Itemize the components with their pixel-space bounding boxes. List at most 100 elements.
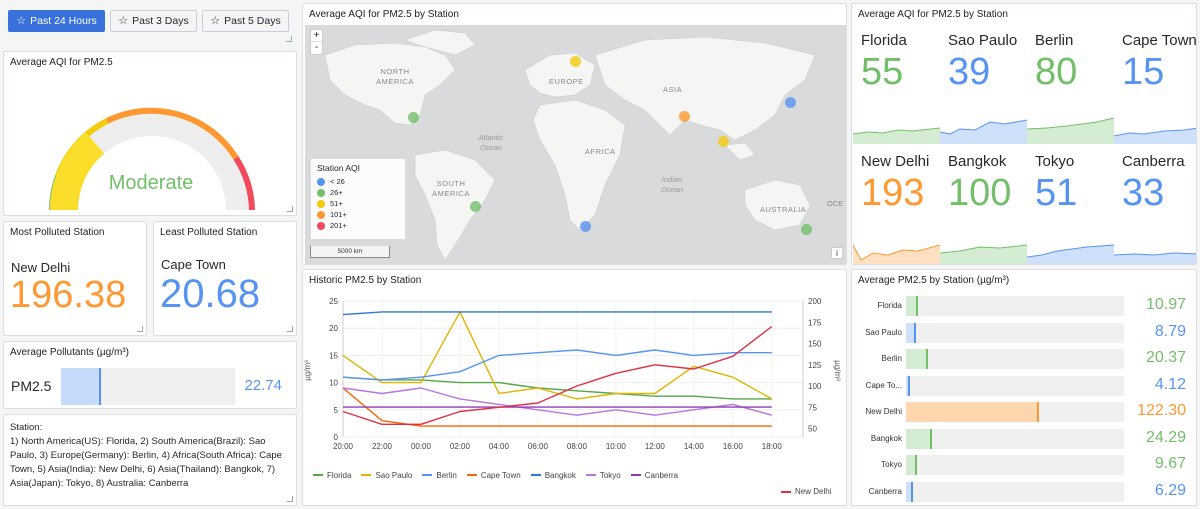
- stat-value: 100: [948, 172, 1012, 214]
- series-line-tokyo[interactable]: [342, 387, 772, 416]
- legend-swatch: [630, 474, 641, 476]
- resize-handle[interactable]: [287, 206, 293, 212]
- legend-dot: [317, 177, 325, 186]
- legend-label: Tokyo: [599, 470, 621, 480]
- station-stat-canberra[interactable]: Canberra 33: [1114, 147, 1196, 264]
- stat-sparkline: [1114, 127, 1196, 144]
- station-marker-tokyo[interactable]: [785, 97, 796, 108]
- station-stat-florida[interactable]: Florida 55: [853, 26, 940, 144]
- legend-item[interactable]: Cape Town: [466, 470, 521, 480]
- zoom-in-button[interactable]: +: [311, 30, 322, 42]
- x-tick: 02:00: [450, 442, 471, 451]
- zoom-out-button[interactable]: -: [314, 42, 319, 53]
- x-tick: 22:00: [372, 442, 393, 451]
- y-tick-left: 25: [329, 297, 338, 306]
- y-tick-right: 150: [808, 340, 822, 349]
- bar-value: 24.29: [1145, 428, 1186, 446]
- bar-track: [906, 349, 1124, 369]
- legend-item[interactable]: Florida: [313, 471, 351, 480]
- station-stat-new-delhi[interactable]: New Delhi 193: [853, 147, 940, 264]
- stat-sparkline: [1027, 244, 1114, 264]
- legend-label: 51+: [330, 199, 343, 208]
- series-line-bangkok[interactable]: [342, 311, 772, 316]
- resize-handle[interactable]: [286, 36, 292, 42]
- stat-value: 55: [861, 51, 904, 93]
- legend-swatch: [361, 474, 372, 476]
- y-axis-left-label: µg/m³: [302, 360, 312, 381]
- legend-item[interactable]: Tokyo: [585, 470, 621, 480]
- bar-row-florida[interactable]: Florida 10.97: [852, 294, 1198, 318]
- bar-value: 20.37: [1145, 349, 1186, 366]
- bar-row-sao-paulo[interactable]: Sao Paulo 8.79: [852, 321, 1198, 345]
- series-line-florida[interactable]: [342, 376, 772, 400]
- bar-row-canberra[interactable]: Canberra 6.29: [852, 480, 1198, 504]
- bar-track: [906, 322, 1124, 343]
- legend-label: 201+: [330, 221, 347, 230]
- aqi-gauge: [49, 107, 255, 211]
- legend-item[interactable]: Berlin: [422, 471, 457, 480]
- legend-label: 26+: [330, 188, 343, 197]
- past-3-days-button[interactable]: ☆ Past 3 Days: [110, 10, 197, 32]
- panel-title: Average AQI for PM2.5: [10, 57, 113, 68]
- station-stat-berlin[interactable]: Berlin 80: [1027, 26, 1114, 144]
- bar-value: 10.97: [1145, 296, 1186, 313]
- station-marker-bangkok[interactable]: [718, 136, 729, 147]
- resize-handle[interactable]: [287, 326, 293, 332]
- gauge-panel: Average AQI for PM2.5 Moderate: [3, 51, 297, 216]
- map-label-atlantic: Atlantic Ocean: [478, 133, 504, 152]
- station-marker-new-delhi[interactable]: [679, 111, 690, 122]
- station-stat-bangkok[interactable]: Bangkok 100: [940, 147, 1027, 264]
- bar-track: [906, 402, 1124, 422]
- legend-swatch: [585, 474, 596, 476]
- resize-handle[interactable]: [137, 326, 143, 332]
- bar-value: 4.12: [1154, 375, 1186, 393]
- legend-item[interactable]: Sao Paulo: [361, 471, 412, 480]
- legend-label: < 26: [330, 177, 345, 186]
- bar-row-new-delhi[interactable]: New Delhi 122.30: [852, 400, 1198, 424]
- legend-item[interactable]: Canberra: [630, 471, 678, 480]
- bar-label: Berlin: [881, 354, 902, 363]
- station-marker-cape-town[interactable]: [580, 221, 591, 232]
- bar-track: [906, 455, 1124, 475]
- bar-row-bangkok[interactable]: Bangkok 24.29: [852, 427, 1198, 451]
- x-tick: 04:00: [489, 442, 510, 451]
- series-line-sao-paulo[interactable]: [342, 311, 773, 400]
- station-value: 20.68: [160, 272, 261, 316]
- x-tick: 14:00: [684, 442, 705, 451]
- pollutant-bar-track: [61, 368, 235, 405]
- station-stat-cape-town[interactable]: Cape Town 15: [1114, 26, 1196, 144]
- y-tick-right: 50: [808, 425, 817, 434]
- station-stat-tokyo[interactable]: Tokyo 51: [1027, 147, 1114, 264]
- legend-label: Cape Town: [480, 470, 521, 480]
- resize-handle[interactable]: [287, 496, 293, 502]
- map-info-button[interactable]: i: [831, 247, 843, 259]
- past-5-days-button[interactable]: ☆ Past 5 Days: [202, 10, 289, 32]
- series-line-cape-town[interactable]: [342, 387, 772, 427]
- station-marker-florida[interactable]: [408, 112, 419, 123]
- station-marker-canberra[interactable]: [801, 224, 812, 235]
- y-tick-left: 5: [334, 406, 339, 415]
- station-marker-berlin[interactable]: [570, 56, 581, 67]
- legend-item: 26+: [317, 187, 399, 198]
- legend-swatch: [422, 474, 433, 476]
- stat-sparkline: [1027, 117, 1114, 144]
- zoom-control: + -: [310, 29, 323, 55]
- bar-row-berlin[interactable]: Berlin 20.37: [852, 347, 1198, 371]
- map-label-north-america: NORTH AMERICA: [376, 67, 414, 86]
- bar-row-tokyo[interactable]: Tokyo 9.67: [852, 453, 1198, 477]
- map-label-oce: OCE: [827, 199, 844, 208]
- world-map[interactable]: NORTH AMERICA EUROPE ASIA Atlantic Ocean…: [305, 25, 846, 264]
- y-axis-right-label: µg/m³: [832, 360, 842, 381]
- bar-row-cape-to-[interactable]: Cape To... 4.12: [852, 374, 1198, 398]
- stat-name: New Delhi: [861, 153, 930, 170]
- legend-item: 51+: [317, 198, 399, 209]
- station-marker-sao-paulo[interactable]: [470, 201, 481, 212]
- map-label-europe: EUROPE: [549, 77, 584, 86]
- series-line-berlin[interactable]: [342, 349, 772, 381]
- legend-item[interactable]: Bangkok: [530, 471, 576, 480]
- past-24-hours-button[interactable]: ☆ Past 24 Hours: [8, 10, 105, 32]
- station-stat-sao-paulo[interactable]: Sao Paulo 39: [940, 26, 1027, 144]
- bar-track: [906, 428, 1124, 449]
- stat-sparkline: [853, 127, 940, 144]
- series-line-new-delhi[interactable]: [342, 325, 773, 426]
